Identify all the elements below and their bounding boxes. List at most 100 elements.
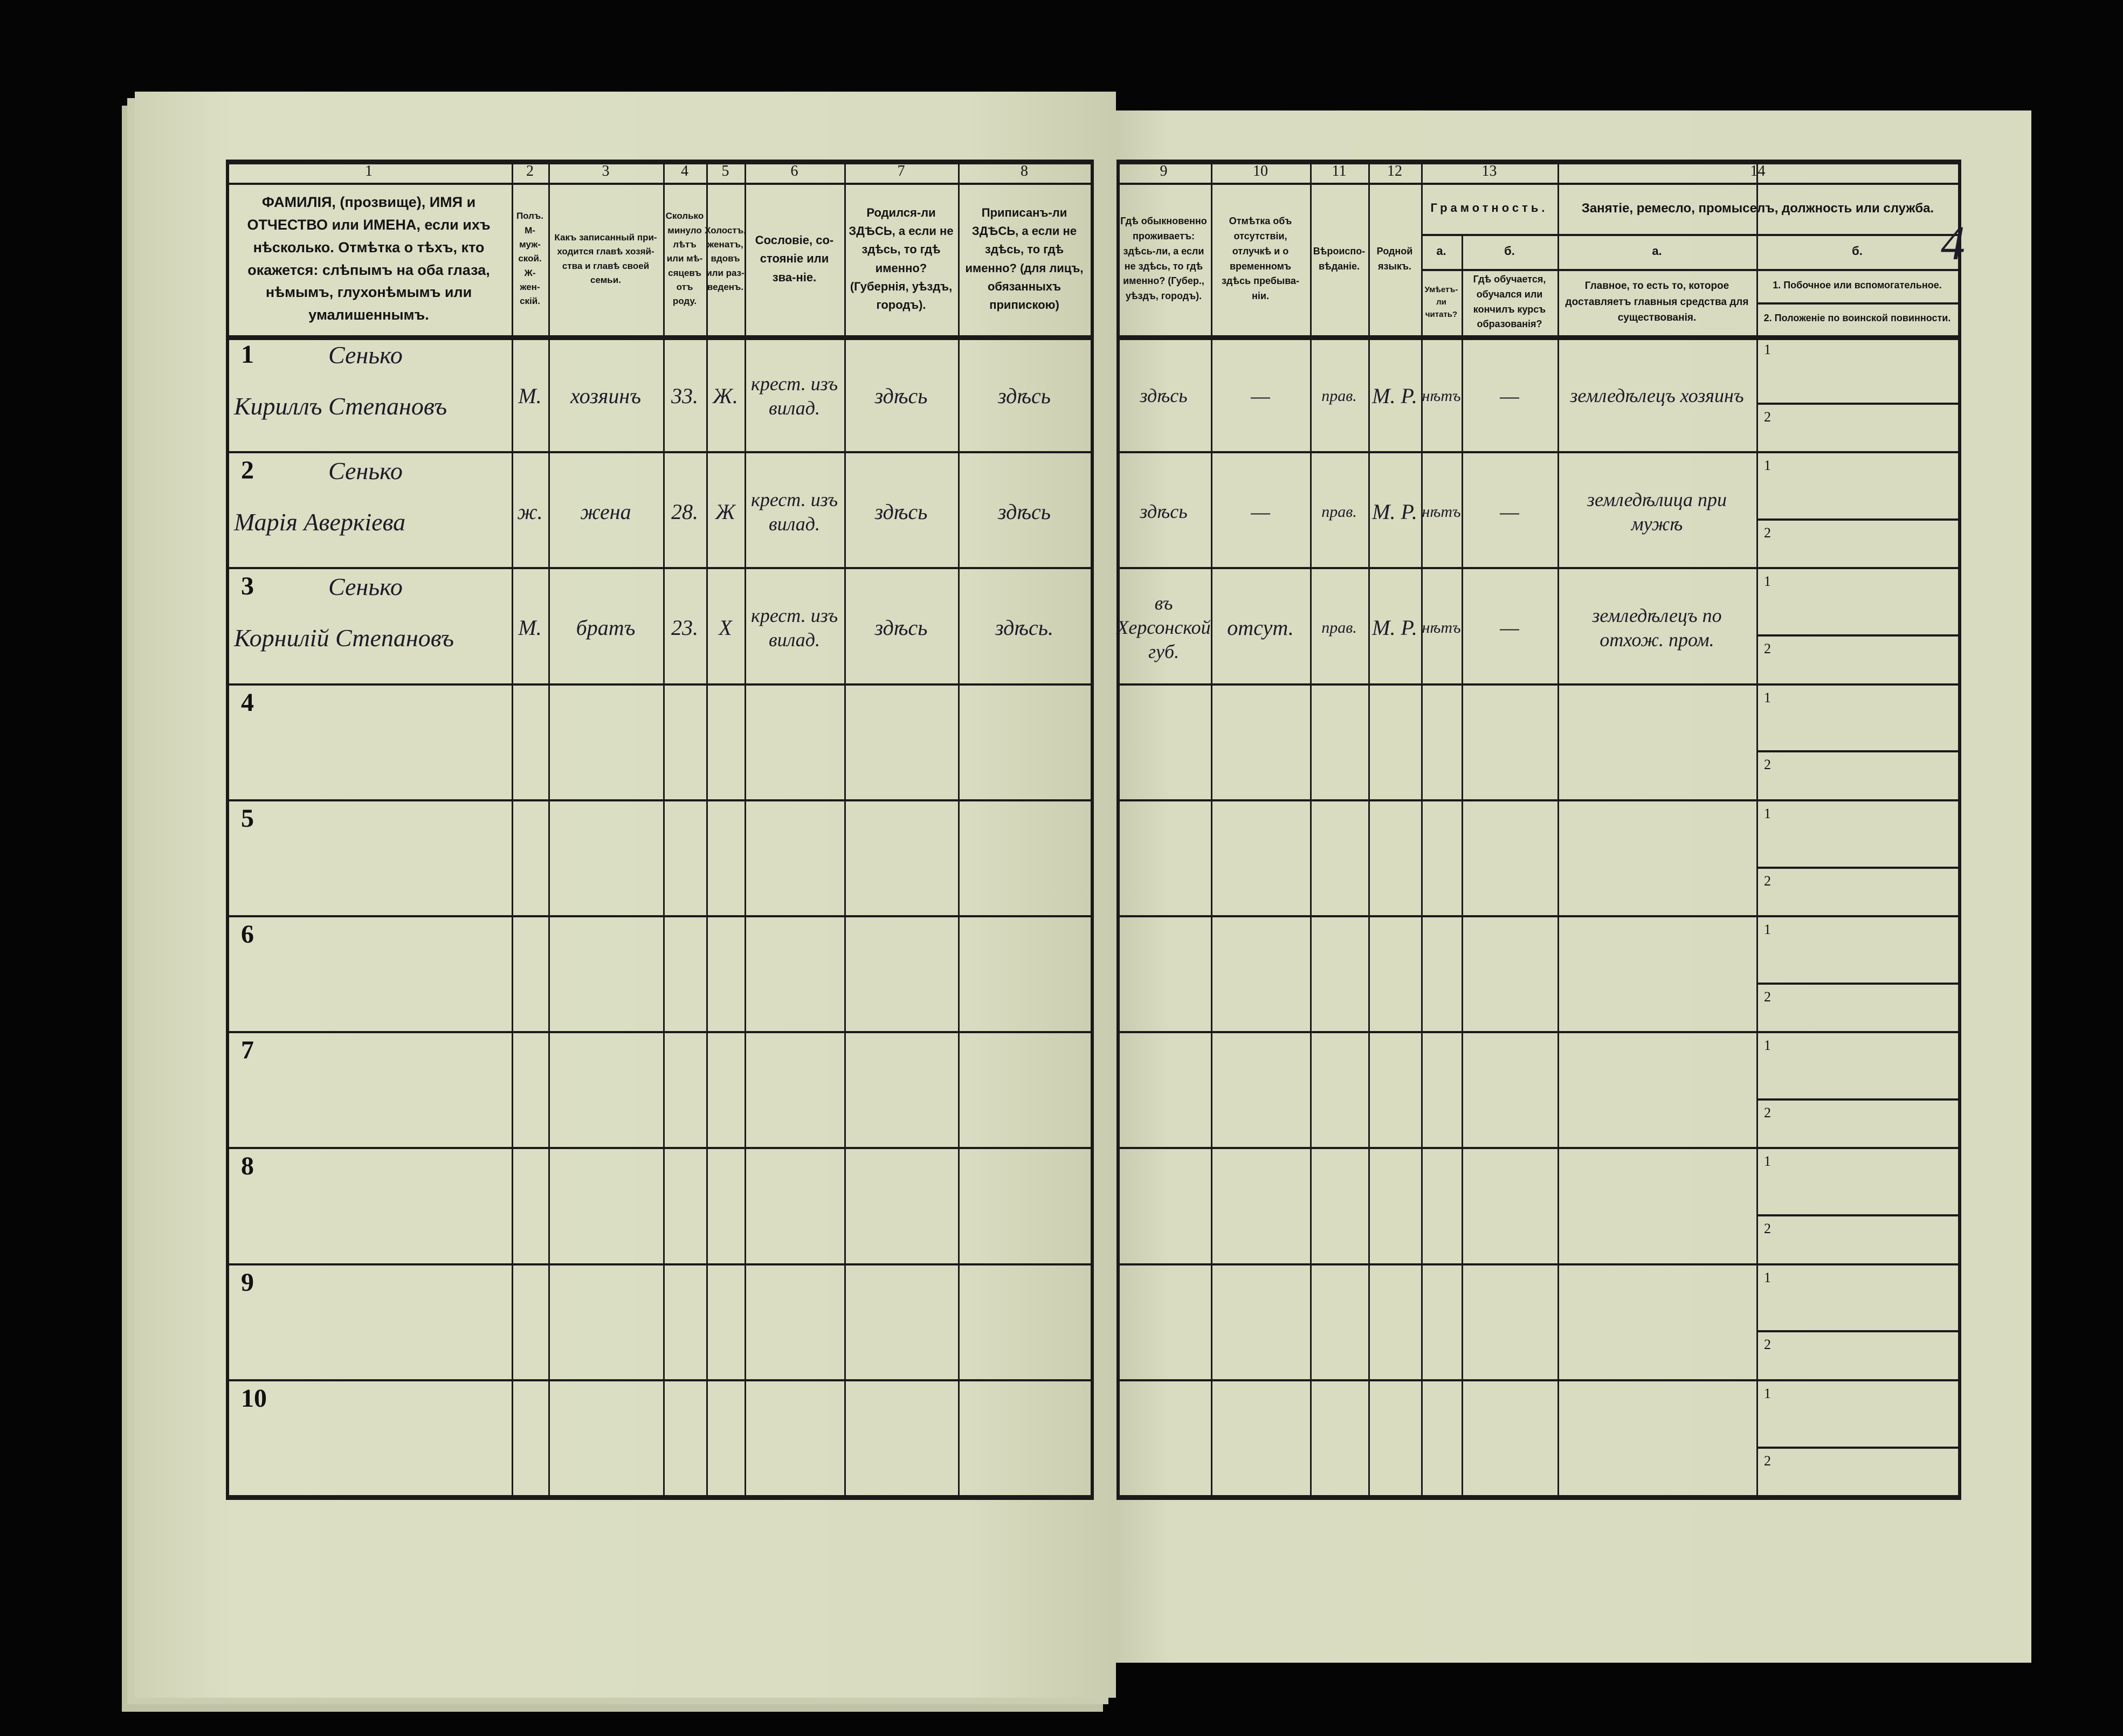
language-entry: М. Р. (1372, 383, 1417, 408)
sub-row-divider (1756, 402, 1958, 405)
age-entry: 23. (671, 615, 698, 640)
column-header: Сколько минуло лѣтъ или мѣ-сяцевъ отъ ро… (665, 211, 704, 307)
column-divider (1091, 160, 1094, 1500)
subheader-divider (1756, 302, 1958, 305)
sub-row-label: 1 (1764, 342, 1771, 357)
estate-entry: крест. изъ вилад. (750, 488, 838, 535)
education-entry: — (1500, 615, 1519, 640)
sub-row-label: 2 (1764, 1453, 1771, 1469)
given-name-patronymic: Марія Аверкіева (234, 508, 406, 536)
relation-entry: жена (580, 499, 631, 524)
column-number: 6 (790, 162, 798, 179)
column-divider (1756, 160, 1758, 1500)
surname: Сенько (328, 341, 403, 369)
subcolumn-label: б. (1504, 244, 1515, 258)
column-number: 13 (1481, 162, 1497, 179)
row-divider (1116, 567, 1958, 570)
row-divider (1116, 915, 1958, 917)
column-header: Родился-ли ЗДѢСЬ, а если не здѣсь, то гд… (849, 206, 954, 312)
row-number: 5 (241, 804, 254, 833)
literacy-education-header: Гдѣ обучается, обучался или кончилъ курс… (1473, 273, 1546, 330)
row-divider (1116, 799, 1958, 801)
row-divider (1116, 451, 1958, 454)
born-entry: здѣсь (874, 499, 928, 524)
given-name-patronymic: Кириллъ Степановъ (234, 392, 447, 420)
occupation-entry: земледѣлица при мужѣ (1587, 488, 1727, 535)
age-entry: 28. (671, 499, 698, 524)
column-divider (1421, 160, 1423, 1500)
column-number: 5 (721, 162, 729, 179)
column-divider (706, 160, 708, 1500)
column-number: 10 (1253, 162, 1268, 179)
left-page (135, 92, 1116, 1698)
sub-row-divider (1756, 1446, 1958, 1449)
sub-row-label: 1 (1764, 1385, 1771, 1401)
column-divider (1557, 160, 1559, 1500)
row-divider (1116, 683, 1958, 686)
column-number: 12 (1387, 162, 1402, 179)
row-divider (226, 1263, 1091, 1265)
marital-entry: Ж. (713, 383, 738, 408)
sub-row-label: 1 (1764, 1153, 1771, 1170)
residence-entry: здѣсь (1140, 501, 1188, 523)
row-number: 2 (241, 456, 254, 485)
sub-row-divider (1756, 982, 1958, 985)
column-divider (1211, 160, 1212, 1500)
row-divider (226, 683, 1091, 686)
subcolumn-label: а. (1436, 244, 1446, 258)
header-bottom-border (226, 335, 1091, 340)
absence-entry: отсут. (1227, 615, 1294, 640)
residence-entry: здѣсь (1140, 385, 1188, 407)
literacy-header: Грамотность. (1430, 201, 1548, 215)
marital-entry: Ж (715, 499, 735, 524)
sub-row-label: 1 (1764, 458, 1771, 474)
row-number: 6 (241, 920, 254, 949)
column-header: Полъ. М-муж-ской. Ж-жен-скій. (516, 211, 544, 307)
table-top-border (1116, 160, 1958, 164)
subcolumn-label: а. (1652, 244, 1662, 258)
table-bottom-border (1116, 1495, 1958, 1500)
sub-row-label: 1 (1764, 573, 1771, 590)
religion-entry: прав. (1321, 503, 1357, 521)
born-entry: здѣсь (874, 383, 928, 408)
column-number: 3 (602, 162, 610, 179)
sub-row-label: 1 (1764, 1038, 1771, 1054)
absence-entry: — (1251, 383, 1270, 408)
given-name-patronymic: Корнилій Степановъ (234, 624, 454, 652)
column-number: 11 (1332, 162, 1347, 179)
row-divider (226, 915, 1091, 917)
residence-entry: въ Херсонской губ. (1116, 592, 1211, 663)
column-header: Холостъ, женатъ, вдовъ или раз-веденъ. (705, 225, 746, 293)
row-number: 9 (241, 1268, 254, 1297)
occupation-secondary-header: 1. Побочное или вспомогательное. (1773, 279, 1942, 291)
row-divider (226, 567, 1091, 570)
column-number: 1 (365, 162, 373, 179)
column-header: Какъ записанный при-ходится главѣ хозяй-… (554, 232, 657, 285)
row-number: 8 (241, 1152, 254, 1181)
occupation-entry: земледѣлецъ хозяинъ (1570, 385, 1744, 407)
reads-entry: нѣтъ (1422, 503, 1461, 521)
header-number-divider (1116, 183, 1958, 185)
sub-row-divider (1756, 1330, 1958, 1333)
occupation-entry: земледѣлецъ по отхож. пром. (1592, 604, 1722, 651)
row-number: 1 (241, 340, 254, 369)
sub-row-label: 2 (1764, 988, 1771, 1005)
table-bottom-border (226, 1495, 1091, 1500)
sub-row-label: 2 (1764, 1221, 1771, 1237)
column-number: 8 (1021, 162, 1028, 179)
row-divider (226, 1147, 1091, 1150)
sub-row-label: 2 (1764, 873, 1771, 889)
literacy-reads-header: Умѣетъ-ли читать? (1424, 285, 1458, 320)
sub-row-label: 2 (1764, 1337, 1771, 1353)
registered-entry: здѣсь (998, 383, 1051, 408)
born-entry: здѣсь (874, 615, 928, 640)
sex-entry: М. (518, 615, 542, 640)
row-divider (226, 799, 1091, 801)
education-entry: — (1500, 499, 1519, 524)
military-status-header: 2. Положеніе по воинской повинности. (1763, 313, 1951, 324)
sub-row-label: 2 (1764, 641, 1771, 657)
column-divider (1310, 160, 1312, 1500)
estate-entry: крест. изъ вилад. (750, 604, 838, 651)
column-divider (226, 160, 229, 1500)
column-divider (1462, 234, 1463, 1500)
